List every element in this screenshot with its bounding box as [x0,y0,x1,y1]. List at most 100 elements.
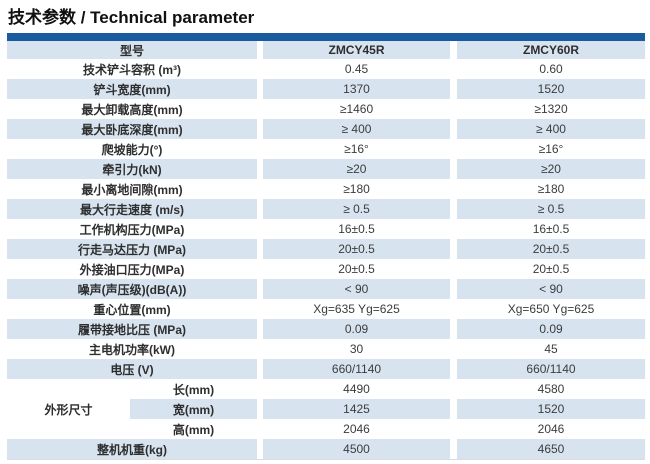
param-value-zmcy60r: 45 [544,342,558,356]
table-header-row: 型号 ZMCY45R ZMCY60R [7,41,645,59]
table-row: 履带接地比压 (MPa) 0.09 0.09 [7,319,645,339]
column-gutter [257,359,263,379]
param-value-zmcy45r: ≥ 0.5 [263,199,450,219]
param-value-zmcy60r: 4650 [457,439,645,459]
param-label: 最小离地间隙(mm) [81,182,183,197]
column-gutter [450,239,457,259]
column-gutter [257,159,263,179]
column-gutter [257,239,263,259]
param-value-zmcy60r: 20±0.5 [532,262,570,276]
column-gutter [257,299,263,319]
param-value-zmcy60r: ≥1320 [534,102,568,116]
param-value-zmcy60r: ≥ 400 [457,119,645,139]
param-value-zmcy45r: 0.45 [344,62,369,76]
column-gutter [450,259,457,279]
param-value-zmcy45r: 20±0.5 [338,262,375,276]
param-value-zmcy60r: 1520 [457,79,645,99]
param-value-zmcy45r: 4490 [343,382,370,396]
param-value-zmcy60r: Xg=650 Yg=625 [507,302,595,316]
column-gutter [257,139,263,159]
page-title: 技术参数 / Technical parameter [8,8,255,27]
param-value-zmcy45r: 2046 [343,422,370,436]
column-gutter [450,99,457,119]
param-value-zmcy45r: 30 [349,342,364,356]
column-gutter [257,79,263,99]
column-gutter [450,419,457,439]
column-gutter [450,41,457,59]
dimensions-group-label: 外形尺寸 [7,379,130,439]
param-label: 主电机功率(kW) [89,342,175,357]
column-gutter [257,119,263,139]
column-gutter [450,399,457,419]
table-row: 最大行走速度 (m/s) ≥ 0.5 ≥ 0.5 [7,199,645,219]
column-gutter [257,219,263,239]
param-value-zmcy45r: Xg=635 Yg=625 [313,302,400,316]
param-label: 牵引力(kN) [7,159,257,179]
param-value-zmcy60r: ≥ 0.5 [457,199,645,219]
column-gutter [450,379,457,399]
column-gutter [450,179,457,199]
column-gutter [450,339,457,359]
header-model-label: 型号 [7,41,257,59]
param-value-zmcy60r: ≥16° [538,142,564,156]
column-gutter [257,279,263,299]
param-value-zmcy45r: ≥ 400 [263,119,450,139]
column-gutter [450,199,457,219]
table-row: 外接油口压力(MPa) 20±0.5 20±0.5 [7,259,645,279]
param-value-zmcy45r: ≥180 [343,182,370,196]
column-gutter [450,319,457,339]
column-gutter [257,199,263,219]
param-label: 爬坡能力(°) [101,142,163,157]
column-gutter [257,59,263,79]
param-label: 铲斗宽度(mm) [7,79,257,99]
table-row: 行走马达压力 (MPa) 20±0.5 20±0.5 [7,239,645,259]
param-value-zmcy60r: 0.09 [457,319,645,339]
column-gutter [450,119,457,139]
param-value-zmcy45r: 660/1140 [263,359,450,379]
table-row: 技术铲斗容积 (m³) 0.45 0.60 [7,59,645,79]
param-value-zmcy60r: 20±0.5 [457,239,645,259]
table-row: 重心位置(mm) Xg=635 Yg=625 Xg=650 Yg=625 [7,299,645,319]
param-value-zmcy45r: ≥1460 [339,102,374,116]
header-model-zmcy60r: ZMCY60R [457,41,645,59]
param-value-zmcy60r: 16±0.5 [532,222,570,236]
column-gutter [257,339,263,359]
param-label: 电压 (V) [7,359,257,379]
param-value-zmcy60r: 2046 [537,422,565,436]
dimension-sub-label: 长(mm) [172,382,215,397]
column-gutter [257,99,263,119]
param-value-zmcy45r: 16±0.5 [338,222,375,236]
column-gutter [450,79,457,99]
param-label: 工作机构压力(MPa) [79,222,185,237]
param-value-zmcy45r: 1425 [263,399,450,419]
param-value-zmcy60r: 660/1140 [457,359,645,379]
param-label: 技术铲斗容积 (m³) [83,62,181,77]
table-row: 电压 (V) 660/1140 660/1140 [7,359,645,379]
column-gutter [450,139,457,159]
param-value-zmcy60r: ≥180 [537,182,565,196]
header-model-zmcy45r: ZMCY45R [263,41,450,59]
param-label: 噪声(声压级)(dB(A)) [7,279,257,299]
table-row: 爬坡能力(°) ≥16° ≥16° [7,139,645,159]
param-value-zmcy45r: 1370 [263,79,450,99]
technical-parameter-table: 型号 ZMCY45R ZMCY60R 技术铲斗容积 (m³) 0.45 0.60… [7,33,645,460]
column-gutter [450,279,457,299]
param-label: 履带接地比压 (MPa) [7,319,257,339]
table-row: 主电机功率(kW) 30 45 [7,339,645,359]
column-gutter [450,59,457,79]
param-label: 行走马达压力 (MPa) [7,239,257,259]
table-row: 最大卧底深度(mm) ≥ 400 ≥ 400 [7,119,645,139]
table-row: 最大卸载高度(mm) ≥1460 ≥1320 [7,99,645,119]
dimension-sub-label: 高(mm) [172,422,215,437]
column-gutter [450,219,457,239]
param-label: 最大卸载高度(mm) [81,102,183,117]
param-value-zmcy45r: 20±0.5 [263,239,450,259]
table-row: 最小离地间隙(mm) ≥180 ≥180 [7,179,645,199]
column-gutter [450,159,457,179]
param-label: 整机机重(kg) [7,439,257,459]
param-value-zmcy60r: < 90 [457,279,645,299]
column-gutter [257,259,263,279]
column-gutter [257,439,263,459]
param-value-zmcy45r: 0.09 [263,319,450,339]
param-value-zmcy60r: 0.60 [539,62,563,76]
